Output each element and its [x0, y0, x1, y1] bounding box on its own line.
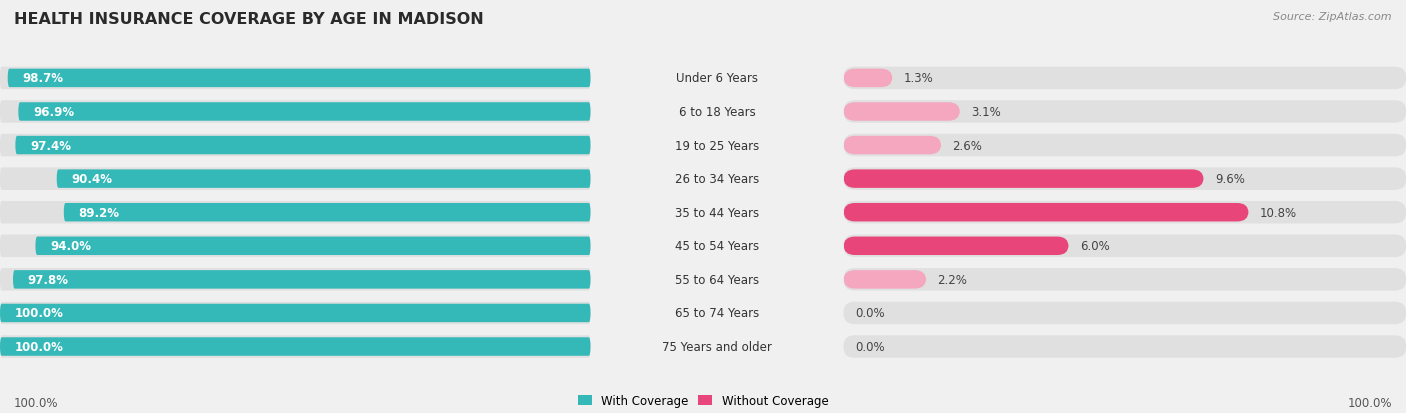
FancyBboxPatch shape [844, 237, 1069, 255]
FancyBboxPatch shape [844, 202, 1406, 224]
FancyBboxPatch shape [844, 335, 1406, 358]
Text: Source: ZipAtlas.com: Source: ZipAtlas.com [1274, 12, 1392, 22]
FancyBboxPatch shape [63, 204, 591, 222]
Text: 94.0%: 94.0% [51, 240, 91, 253]
FancyBboxPatch shape [0, 135, 591, 157]
FancyBboxPatch shape [844, 67, 1406, 90]
FancyBboxPatch shape [13, 271, 591, 289]
Text: 2.6%: 2.6% [952, 139, 983, 152]
Text: 100.0%: 100.0% [14, 307, 63, 320]
Legend: With Coverage, Without Coverage: With Coverage, Without Coverage [578, 394, 828, 407]
Text: 10.8%: 10.8% [1260, 206, 1296, 219]
FancyBboxPatch shape [0, 235, 591, 257]
FancyBboxPatch shape [844, 235, 1406, 257]
FancyBboxPatch shape [0, 202, 591, 224]
FancyBboxPatch shape [844, 271, 927, 289]
Text: 65 to 74 Years: 65 to 74 Years [675, 307, 759, 320]
Text: 1.3%: 1.3% [904, 72, 934, 85]
Text: 97.4%: 97.4% [30, 139, 72, 152]
Text: 0.0%: 0.0% [855, 307, 884, 320]
Text: 9.6%: 9.6% [1215, 173, 1244, 186]
FancyBboxPatch shape [0, 335, 591, 358]
FancyBboxPatch shape [0, 101, 591, 123]
Text: 19 to 25 Years: 19 to 25 Years [675, 139, 759, 152]
Text: Under 6 Years: Under 6 Years [676, 72, 758, 85]
FancyBboxPatch shape [0, 268, 591, 291]
FancyBboxPatch shape [0, 337, 591, 356]
Text: 6 to 18 Years: 6 to 18 Years [679, 106, 755, 119]
FancyBboxPatch shape [7, 69, 591, 88]
Text: 96.9%: 96.9% [34, 106, 75, 119]
Text: HEALTH INSURANCE COVERAGE BY AGE IN MADISON: HEALTH INSURANCE COVERAGE BY AGE IN MADI… [14, 12, 484, 27]
Text: 45 to 54 Years: 45 to 54 Years [675, 240, 759, 253]
FancyBboxPatch shape [844, 168, 1406, 190]
FancyBboxPatch shape [35, 237, 591, 255]
Text: 2.2%: 2.2% [938, 273, 967, 286]
Text: 100.0%: 100.0% [14, 396, 59, 409]
FancyBboxPatch shape [844, 136, 941, 155]
Text: 26 to 34 Years: 26 to 34 Years [675, 173, 759, 186]
FancyBboxPatch shape [18, 103, 591, 121]
FancyBboxPatch shape [0, 67, 591, 90]
FancyBboxPatch shape [15, 136, 591, 155]
FancyBboxPatch shape [0, 302, 591, 325]
Text: 100.0%: 100.0% [14, 340, 63, 353]
FancyBboxPatch shape [844, 302, 1406, 325]
FancyBboxPatch shape [56, 170, 591, 188]
FancyBboxPatch shape [0, 304, 591, 323]
FancyBboxPatch shape [844, 170, 1204, 188]
Text: 90.4%: 90.4% [72, 173, 112, 186]
FancyBboxPatch shape [844, 103, 960, 121]
Text: 35 to 44 Years: 35 to 44 Years [675, 206, 759, 219]
Text: 98.7%: 98.7% [22, 72, 63, 85]
Text: 100.0%: 100.0% [1347, 396, 1392, 409]
Text: 0.0%: 0.0% [855, 340, 884, 353]
Text: 55 to 64 Years: 55 to 64 Years [675, 273, 759, 286]
Text: 75 Years and older: 75 Years and older [662, 340, 772, 353]
Text: 97.8%: 97.8% [28, 273, 69, 286]
Text: 6.0%: 6.0% [1080, 240, 1109, 253]
FancyBboxPatch shape [0, 168, 591, 190]
FancyBboxPatch shape [844, 135, 1406, 157]
FancyBboxPatch shape [844, 69, 893, 88]
FancyBboxPatch shape [844, 204, 1249, 222]
FancyBboxPatch shape [844, 101, 1406, 123]
Text: 89.2%: 89.2% [79, 206, 120, 219]
FancyBboxPatch shape [844, 268, 1406, 291]
Text: 3.1%: 3.1% [972, 106, 1001, 119]
